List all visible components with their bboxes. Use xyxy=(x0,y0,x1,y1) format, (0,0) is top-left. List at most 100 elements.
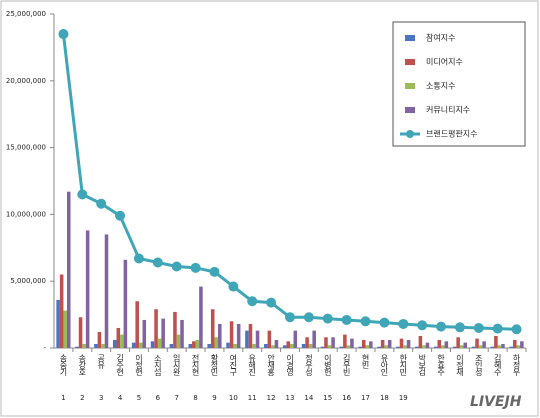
bar xyxy=(415,346,419,348)
bar xyxy=(399,338,404,348)
y-tick-label: 20,000,000 xyxy=(6,77,46,85)
x-tick-label: 이정재 xyxy=(455,353,464,377)
line-point xyxy=(228,281,239,292)
rank-label: 1 xyxy=(61,394,65,402)
legend-swatch xyxy=(405,83,415,89)
bar xyxy=(384,345,388,348)
line-point xyxy=(473,322,484,333)
bar xyxy=(123,259,128,348)
bar xyxy=(490,346,495,348)
rank-label: 4 xyxy=(118,394,123,402)
x-tick-label: 송강호 xyxy=(77,354,86,375)
rank-label: 19 xyxy=(399,394,408,402)
legend-label: 커뮤니티지수 xyxy=(426,105,470,115)
bar xyxy=(437,339,442,348)
bar xyxy=(82,343,86,348)
bar xyxy=(418,335,423,348)
bar xyxy=(471,346,476,348)
bar xyxy=(218,323,222,348)
bar xyxy=(195,339,200,348)
bar xyxy=(248,323,253,348)
bar xyxy=(271,345,275,348)
y-tick-label: - xyxy=(43,344,46,352)
line-point xyxy=(96,198,107,209)
bar xyxy=(169,343,174,348)
bar xyxy=(157,338,162,348)
bar xyxy=(116,327,121,348)
line-point xyxy=(209,266,220,277)
bar xyxy=(78,317,83,348)
bar xyxy=(161,318,165,348)
bar xyxy=(59,274,64,348)
line-point xyxy=(322,313,333,324)
bar xyxy=(188,343,193,348)
y-tick-label: 5,000,000 xyxy=(10,277,46,285)
bar xyxy=(358,346,362,348)
line-point xyxy=(398,318,409,329)
x-tick-label: 송중기 xyxy=(59,354,68,377)
bar xyxy=(274,339,279,348)
bar xyxy=(365,345,370,348)
bar xyxy=(301,343,306,348)
bar xyxy=(377,346,381,348)
watermark: LIVEJH xyxy=(470,394,522,410)
x-tick-label: 한효주 xyxy=(436,354,445,377)
bar xyxy=(293,330,298,348)
bar xyxy=(142,319,147,348)
line-point xyxy=(360,316,371,327)
line-point xyxy=(171,261,182,272)
bar xyxy=(267,330,272,348)
rank-label: 6 xyxy=(156,394,161,402)
bar xyxy=(66,191,71,348)
bar xyxy=(120,334,124,348)
x-tick-label: 한지민 xyxy=(398,354,407,376)
rank-label: 2 xyxy=(80,394,84,402)
bar xyxy=(403,345,407,348)
legend-label: 참여지수 xyxy=(426,33,455,43)
bar xyxy=(229,321,234,348)
bar xyxy=(494,335,498,348)
x-tick-label: 김수현 xyxy=(116,353,125,376)
bar xyxy=(85,230,90,348)
bar xyxy=(406,339,411,348)
bar xyxy=(478,345,483,348)
legend-label: 미디어지수 xyxy=(426,57,463,67)
line-point xyxy=(417,320,428,331)
line-point xyxy=(247,296,258,307)
line-point xyxy=(133,253,144,264)
line-point xyxy=(152,257,163,268)
x-tick-label: 이정현 xyxy=(134,353,143,376)
bar xyxy=(131,342,136,348)
bar xyxy=(350,338,354,348)
bar xyxy=(327,345,332,348)
x-tick-label: 하정우 xyxy=(512,353,521,377)
rank-label: 8 xyxy=(193,394,197,402)
bar xyxy=(176,334,181,348)
y-tick-label: 10,000,000 xyxy=(6,210,46,218)
bar xyxy=(425,342,430,348)
bar xyxy=(94,343,98,348)
bar xyxy=(441,345,445,348)
rank-label: 16 xyxy=(342,394,351,402)
y-tick-label: 25,000,000 xyxy=(6,10,46,18)
x-tick-label: 조인성 xyxy=(474,354,483,376)
x-tick-label: 정우성 xyxy=(304,353,313,376)
bar xyxy=(199,286,203,348)
bar xyxy=(308,343,313,348)
rank-label: 14 xyxy=(304,394,313,402)
bar xyxy=(380,339,385,348)
bar xyxy=(104,234,109,348)
bar xyxy=(459,345,464,348)
bar xyxy=(214,337,219,348)
bar xyxy=(331,337,335,348)
line-point xyxy=(436,321,447,332)
bar xyxy=(520,341,524,348)
bar xyxy=(452,346,457,348)
line-point xyxy=(285,312,295,323)
line-point xyxy=(379,317,390,328)
bar xyxy=(516,345,521,348)
bar xyxy=(497,345,502,348)
legend-swatch xyxy=(405,35,415,41)
